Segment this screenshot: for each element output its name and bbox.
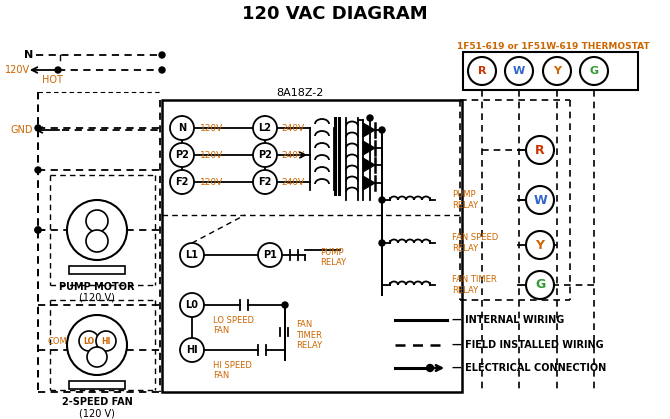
Circle shape [35, 227, 41, 233]
Text: Y: Y [535, 238, 545, 251]
Text: HI: HI [101, 336, 111, 346]
Circle shape [170, 116, 194, 140]
Circle shape [87, 347, 107, 367]
Text: L2: L2 [259, 123, 271, 133]
Circle shape [379, 127, 385, 133]
Circle shape [468, 57, 496, 85]
Text: 8A18Z-2: 8A18Z-2 [276, 88, 324, 98]
Text: W: W [513, 66, 525, 76]
Circle shape [253, 143, 277, 167]
Circle shape [86, 230, 108, 252]
Circle shape [543, 57, 571, 85]
Polygon shape [363, 141, 375, 155]
Circle shape [379, 197, 385, 203]
Circle shape [526, 271, 554, 299]
Text: Y: Y [553, 66, 561, 76]
Text: — FIELD INSTALLED WIRING: — FIELD INSTALLED WIRING [452, 340, 604, 350]
Text: N: N [178, 123, 186, 133]
Circle shape [580, 57, 608, 85]
Circle shape [258, 243, 282, 267]
Circle shape [379, 240, 385, 246]
Circle shape [180, 338, 204, 362]
Text: HI: HI [186, 345, 198, 355]
Circle shape [79, 331, 99, 351]
Circle shape [35, 125, 41, 131]
Text: PUMP
RELAY: PUMP RELAY [452, 190, 478, 210]
Polygon shape [363, 176, 375, 190]
Circle shape [159, 52, 165, 58]
Bar [69, 381, 125, 389]
Text: 120V: 120V [5, 65, 31, 75]
Text: F2: F2 [259, 177, 272, 187]
Text: R: R [478, 66, 486, 76]
Text: (120 V): (120 V) [79, 408, 115, 418]
Text: FAN TIMER
RELAY: FAN TIMER RELAY [452, 275, 496, 295]
Text: (120 V): (120 V) [79, 293, 115, 303]
Circle shape [505, 57, 533, 85]
Text: 120V: 120V [200, 124, 223, 132]
Circle shape [427, 365, 433, 372]
Circle shape [180, 243, 204, 267]
Circle shape [86, 210, 108, 232]
Text: F2: F2 [176, 177, 189, 187]
Text: L0: L0 [186, 300, 198, 310]
Text: 240V: 240V [281, 150, 304, 160]
Bar [463, 52, 638, 90]
Circle shape [253, 116, 277, 140]
Circle shape [67, 315, 127, 375]
Text: G: G [535, 279, 545, 292]
Text: GND: GND [11, 125, 34, 135]
Text: HI SPEED
FAN: HI SPEED FAN [213, 361, 252, 380]
Text: P2: P2 [175, 150, 189, 160]
Circle shape [526, 231, 554, 259]
Circle shape [526, 186, 554, 214]
Text: 2-SPEED FAN: 2-SPEED FAN [62, 397, 133, 407]
Circle shape [526, 136, 554, 164]
Text: 120V: 120V [200, 178, 223, 186]
Text: FAN
TIMER
RELAY: FAN TIMER RELAY [296, 320, 322, 350]
Bar [69, 266, 125, 274]
Circle shape [253, 170, 277, 194]
Circle shape [35, 167, 41, 173]
Text: LO SPEED
FAN: LO SPEED FAN [213, 316, 254, 335]
Circle shape [35, 227, 41, 233]
Text: R: R [535, 143, 545, 157]
Polygon shape [363, 158, 375, 172]
Text: L1: L1 [186, 250, 198, 260]
Circle shape [170, 170, 194, 194]
Text: LO: LO [84, 336, 94, 346]
Circle shape [282, 302, 288, 308]
Circle shape [159, 67, 165, 73]
Circle shape [67, 200, 127, 260]
Text: — INTERNAL WIRING: — INTERNAL WIRING [452, 315, 564, 325]
Text: W: W [533, 194, 547, 207]
Circle shape [367, 115, 373, 121]
Text: 1F51-619 or 1F51W-619 THERMOSTAT: 1F51-619 or 1F51W-619 THERMOSTAT [457, 41, 649, 51]
Text: 120 VAC DIAGRAM: 120 VAC DIAGRAM [242, 5, 428, 23]
Text: G: G [590, 66, 598, 76]
Text: PUMP MOTOR: PUMP MOTOR [59, 282, 135, 292]
Text: COM: COM [48, 336, 67, 346]
Circle shape [180, 293, 204, 317]
Text: FAN SPEED
RELAY: FAN SPEED RELAY [452, 233, 498, 253]
Circle shape [96, 331, 116, 351]
Text: HOT: HOT [42, 75, 62, 85]
Text: 240V: 240V [281, 124, 304, 132]
Text: 120V: 120V [200, 150, 223, 160]
Circle shape [170, 143, 194, 167]
Bar [162, 100, 462, 392]
Text: 240V: 240V [281, 178, 304, 186]
Text: PUMP
RELAY: PUMP RELAY [320, 248, 346, 267]
Text: P2: P2 [258, 150, 272, 160]
Circle shape [55, 67, 61, 73]
Text: N: N [24, 50, 34, 60]
Polygon shape [363, 123, 375, 137]
Text: — ELECTRICAL CONNECTION: — ELECTRICAL CONNECTION [452, 363, 606, 373]
Text: P1: P1 [263, 250, 277, 260]
